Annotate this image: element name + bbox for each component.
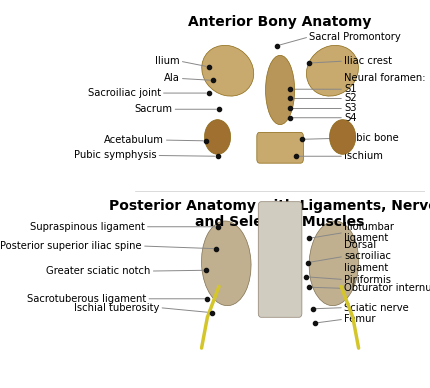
Text: Neural foramen:: Neural foramen: <box>343 73 424 83</box>
Text: Ischial tuberosity: Ischial tuberosity <box>74 303 159 313</box>
Circle shape <box>329 120 355 154</box>
Text: S4: S4 <box>343 113 356 123</box>
Ellipse shape <box>308 221 358 306</box>
Text: Femur: Femur <box>343 314 375 324</box>
Circle shape <box>204 120 230 154</box>
Text: Supraspinous ligament: Supraspinous ligament <box>30 222 144 232</box>
Text: Posterior Anatomy with Ligaments, Nerves,
and Selected Muscles: Posterior Anatomy with Ligaments, Nerves… <box>109 199 430 229</box>
Ellipse shape <box>265 55 294 125</box>
Text: Pubic symphysis: Pubic symphysis <box>74 151 156 161</box>
Text: Iliac crest: Iliac crest <box>343 56 391 66</box>
Text: S3: S3 <box>343 104 356 113</box>
Text: Ischium: Ischium <box>343 151 382 161</box>
Ellipse shape <box>306 45 358 96</box>
Text: Piriformis: Piriformis <box>343 275 390 284</box>
Text: Sacrotuberous ligament: Sacrotuberous ligament <box>27 294 146 304</box>
Text: Posterior superior iliac spine: Posterior superior iliac spine <box>0 241 141 251</box>
Ellipse shape <box>201 221 251 306</box>
Text: Anterior Bony Anatomy: Anterior Bony Anatomy <box>188 15 371 29</box>
Text: Greater sciatic notch: Greater sciatic notch <box>46 266 150 276</box>
Text: Obturator internus: Obturator internus <box>343 283 430 293</box>
Text: Sciatic nerve: Sciatic nerve <box>343 303 408 313</box>
FancyBboxPatch shape <box>258 202 301 317</box>
Text: S2: S2 <box>343 94 356 104</box>
Text: Ilium: Ilium <box>155 56 179 66</box>
Text: Sacroiliac joint: Sacroiliac joint <box>88 88 160 98</box>
Text: Sacral Promontory: Sacral Promontory <box>308 32 400 42</box>
Text: Sacrum: Sacrum <box>134 104 172 114</box>
Text: Dorsal
sacroiliac
ligament: Dorsal sacroiliac ligament <box>343 240 390 273</box>
Text: Iliolumbar
ligament: Iliolumbar ligament <box>343 222 393 243</box>
Ellipse shape <box>201 45 253 96</box>
Text: S1: S1 <box>343 84 356 94</box>
Text: Acetabulum: Acetabulum <box>104 135 163 145</box>
Text: Pubic bone: Pubic bone <box>343 133 398 143</box>
Text: Ala: Ala <box>163 73 179 83</box>
FancyBboxPatch shape <box>256 132 303 163</box>
